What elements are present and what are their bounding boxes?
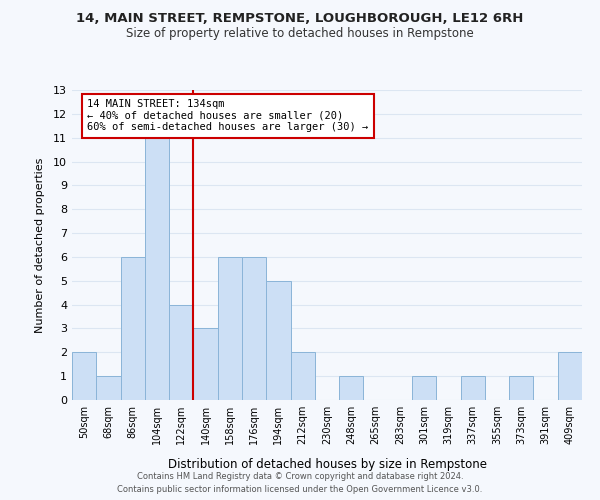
- Bar: [266, 281, 290, 400]
- Bar: [242, 257, 266, 400]
- Bar: [558, 352, 582, 400]
- Bar: [193, 328, 218, 400]
- Text: Contains public sector information licensed under the Open Government Licence v3: Contains public sector information licen…: [118, 485, 482, 494]
- Bar: [339, 376, 364, 400]
- Bar: [169, 304, 193, 400]
- X-axis label: Distribution of detached houses by size in Rempstone: Distribution of detached houses by size …: [167, 458, 487, 471]
- Bar: [121, 257, 145, 400]
- Text: Size of property relative to detached houses in Rempstone: Size of property relative to detached ho…: [126, 28, 474, 40]
- Text: 14, MAIN STREET, REMPSTONE, LOUGHBOROUGH, LE12 6RH: 14, MAIN STREET, REMPSTONE, LOUGHBOROUGH…: [76, 12, 524, 26]
- Bar: [290, 352, 315, 400]
- Y-axis label: Number of detached properties: Number of detached properties: [35, 158, 44, 332]
- Bar: [461, 376, 485, 400]
- Bar: [412, 376, 436, 400]
- Bar: [509, 376, 533, 400]
- Text: Contains HM Land Registry data © Crown copyright and database right 2024.: Contains HM Land Registry data © Crown c…: [137, 472, 463, 481]
- Text: 14 MAIN STREET: 134sqm
← 40% of detached houses are smaller (20)
60% of semi-det: 14 MAIN STREET: 134sqm ← 40% of detached…: [88, 100, 368, 132]
- Bar: [72, 352, 96, 400]
- Bar: [96, 376, 121, 400]
- Bar: [145, 138, 169, 400]
- Bar: [218, 257, 242, 400]
